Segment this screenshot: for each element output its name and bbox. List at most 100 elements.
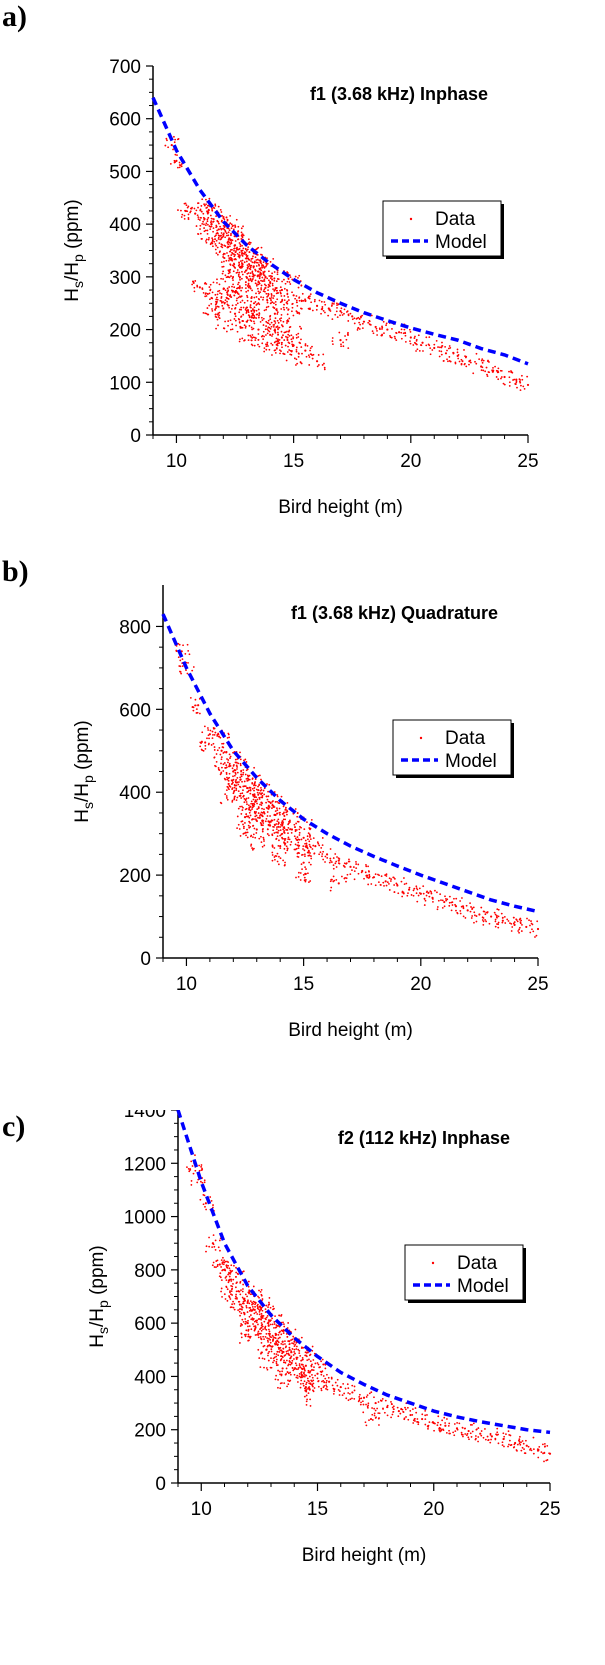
legend-shadow [501,204,504,259]
data-point [497,367,500,370]
data-point [217,236,220,239]
data-point [271,1345,274,1348]
data-point [190,1184,193,1186]
data-point [241,270,243,273]
data-point [307,1392,310,1395]
data-point [226,275,230,278]
data-point [247,1291,250,1294]
data-point [262,290,265,293]
data-point [456,1421,459,1424]
data-point [247,779,249,782]
data-point [294,830,297,833]
data-point [240,1312,243,1315]
data-point [240,252,244,255]
data-point [286,336,289,339]
data-point [178,164,181,166]
data-point [271,819,274,822]
data-point [381,328,383,330]
data-point [360,1397,363,1400]
data-point [218,228,220,231]
data-point [381,325,383,328]
data-point [321,364,324,366]
data-point [393,877,396,880]
data-point [239,758,242,761]
data-point [206,307,209,309]
data-point [248,808,251,811]
data-point [460,358,463,361]
data-point [225,773,228,775]
data-point [430,892,433,895]
data-point [283,287,286,290]
data-point [237,273,240,276]
data-point [250,843,253,846]
data-point [220,1287,223,1290]
data-point [519,381,522,384]
data-point [370,314,373,317]
data-point [447,1424,450,1427]
data-point [260,1329,263,1332]
data-point [241,259,244,262]
data-point [195,209,198,212]
data-point [257,1295,259,1298]
data-point [286,1385,288,1388]
data-point [201,1181,204,1184]
data-point [470,917,473,919]
data-point [335,302,338,305]
data-point [219,292,221,295]
data-point [371,1413,374,1416]
data-point [203,203,206,206]
data-point [240,308,243,311]
data-point [322,858,325,861]
data-point [544,1445,546,1448]
data-point [325,1379,328,1382]
data-point [532,930,535,933]
data-point [291,340,293,343]
data-point [359,1403,362,1406]
data-point [449,1432,451,1435]
data-point [374,325,377,329]
data-point [239,751,241,754]
data-point [232,283,234,286]
data-point [220,232,223,234]
data-point [286,1371,289,1373]
data-point [313,300,316,303]
data-point [366,874,368,877]
legend-data-marker [431,1261,435,1265]
panel-b: b) 0 200 400 600 800 10 15 20 25 Bird height (m) H… [0,555,605,1110]
data-point [465,365,468,368]
data-point [256,820,258,823]
data-point [222,1256,224,1259]
data-point [291,1342,293,1345]
data-point [236,796,239,799]
data-point [215,1260,218,1262]
data-point [297,841,300,844]
data-point [329,859,332,862]
data-point [458,360,461,363]
data-point [302,873,305,876]
data-point [270,296,273,298]
data-point [200,742,202,744]
data-point [271,803,274,806]
data-point [209,243,212,246]
data-point [271,1317,274,1320]
data-point [260,1327,262,1330]
data-point [294,848,297,851]
data-point [335,866,338,868]
data-point [293,823,296,826]
data-point [275,292,278,295]
data-point [224,301,226,304]
data-point [334,862,337,865]
data-point [482,923,485,926]
data-point [245,834,247,837]
data-point [249,334,252,337]
data-point [516,386,518,389]
data-point [307,1369,310,1372]
data-point [438,350,441,352]
data-point [234,315,237,318]
data-point [333,302,335,305]
data-point [237,790,240,793]
data-point [231,304,234,307]
data-point [455,897,458,900]
data-point [257,785,259,788]
data-point [243,324,246,327]
